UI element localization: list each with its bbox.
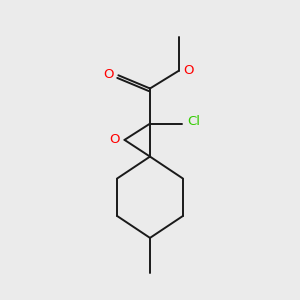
Text: O: O <box>183 64 194 76</box>
Text: O: O <box>103 68 114 81</box>
Text: O: O <box>110 134 120 146</box>
Text: Cl: Cl <box>188 116 200 128</box>
